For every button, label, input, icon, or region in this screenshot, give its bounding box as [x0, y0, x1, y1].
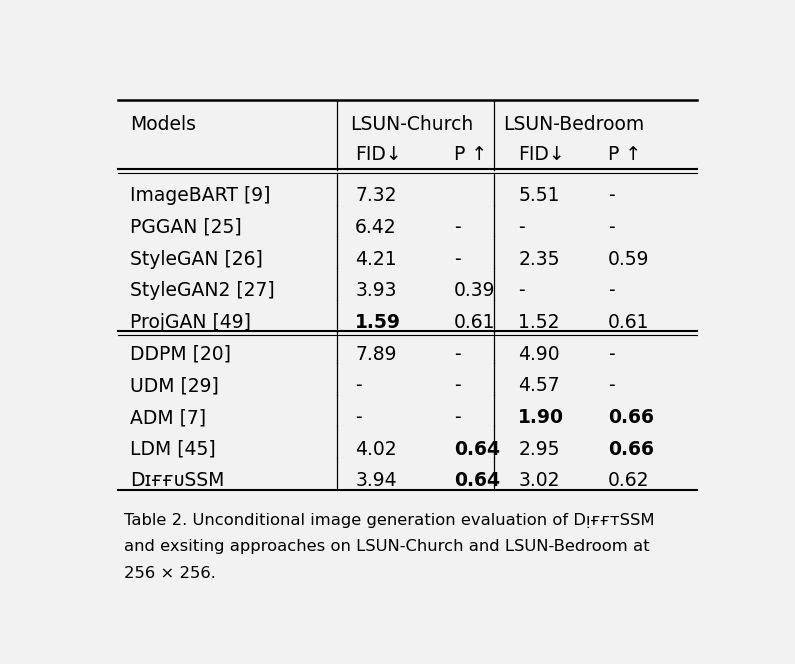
- Text: StyleGAN [26]: StyleGAN [26]: [130, 250, 263, 268]
- Text: 0.62: 0.62: [607, 471, 650, 491]
- Text: -: -: [607, 345, 615, 364]
- Text: FID↓: FID↓: [518, 145, 565, 164]
- Text: -: -: [518, 282, 525, 300]
- Text: 5.51: 5.51: [518, 186, 560, 205]
- Text: 0.64: 0.64: [454, 471, 499, 491]
- Text: DɪғғᴜSSM: DɪғғᴜSSM: [130, 471, 224, 491]
- Text: 0.59: 0.59: [607, 250, 650, 268]
- Text: -: -: [355, 376, 362, 395]
- Text: -: -: [355, 408, 362, 427]
- Text: ProjGAN [49]: ProjGAN [49]: [130, 313, 251, 332]
- Text: StyleGAN2 [27]: StyleGAN2 [27]: [130, 282, 275, 300]
- Text: -: -: [518, 218, 525, 237]
- Text: LDM [45]: LDM [45]: [130, 440, 216, 459]
- Text: 0.61: 0.61: [607, 313, 650, 332]
- Text: 0.61: 0.61: [454, 313, 495, 332]
- Text: 4.21: 4.21: [355, 250, 397, 268]
- Text: -: -: [607, 218, 615, 237]
- Text: LSUN-Church: LSUN-Church: [351, 116, 474, 134]
- Text: 2.95: 2.95: [518, 440, 560, 459]
- Text: -: -: [454, 345, 460, 364]
- Text: 3.02: 3.02: [518, 471, 560, 491]
- Text: 7.32: 7.32: [355, 186, 397, 205]
- Text: 0.66: 0.66: [607, 408, 653, 427]
- Text: -: -: [454, 218, 460, 237]
- Text: 3.94: 3.94: [355, 471, 397, 491]
- Text: 1.52: 1.52: [518, 313, 560, 332]
- Text: LSUN-Bedroom: LSUN-Bedroom: [503, 116, 645, 134]
- Text: 1.90: 1.90: [518, 408, 564, 427]
- Text: 4.02: 4.02: [355, 440, 397, 459]
- Text: 6.42: 6.42: [355, 218, 397, 237]
- Text: Models: Models: [130, 116, 196, 134]
- Text: PGGAN [25]: PGGAN [25]: [130, 218, 242, 237]
- Text: ImageBART [9]: ImageBART [9]: [130, 186, 270, 205]
- Text: 1.59: 1.59: [355, 313, 401, 332]
- Text: and exsiting approaches on LSUN-Church and LSUN-Bedroom at: and exsiting approaches on LSUN-Church a…: [124, 539, 650, 554]
- Text: 3.93: 3.93: [355, 282, 397, 300]
- Text: 4.57: 4.57: [518, 376, 560, 395]
- Text: 4.90: 4.90: [518, 345, 560, 364]
- Text: 7.89: 7.89: [355, 345, 397, 364]
- Text: -: -: [607, 186, 615, 205]
- Text: ADM [7]: ADM [7]: [130, 408, 207, 427]
- Text: 256 × 256.: 256 × 256.: [124, 566, 216, 581]
- Text: -: -: [454, 250, 460, 268]
- Text: DDPM [20]: DDPM [20]: [130, 345, 231, 364]
- Text: 0.39: 0.39: [454, 282, 495, 300]
- Text: 0.64: 0.64: [454, 440, 499, 459]
- Text: -: -: [454, 376, 460, 395]
- Text: -: -: [607, 282, 615, 300]
- Text: -: -: [454, 408, 460, 427]
- Text: P ↑: P ↑: [454, 145, 487, 164]
- Text: 2.35: 2.35: [518, 250, 560, 268]
- Text: FID↓: FID↓: [355, 145, 401, 164]
- Text: UDM [29]: UDM [29]: [130, 376, 219, 395]
- Text: Table 2. Unconditional image generation evaluation of DᴉғғᴛSSM: Table 2. Unconditional image generation …: [124, 513, 654, 528]
- Text: P ↑: P ↑: [607, 145, 641, 164]
- Text: 0.66: 0.66: [607, 440, 653, 459]
- Text: -: -: [607, 376, 615, 395]
